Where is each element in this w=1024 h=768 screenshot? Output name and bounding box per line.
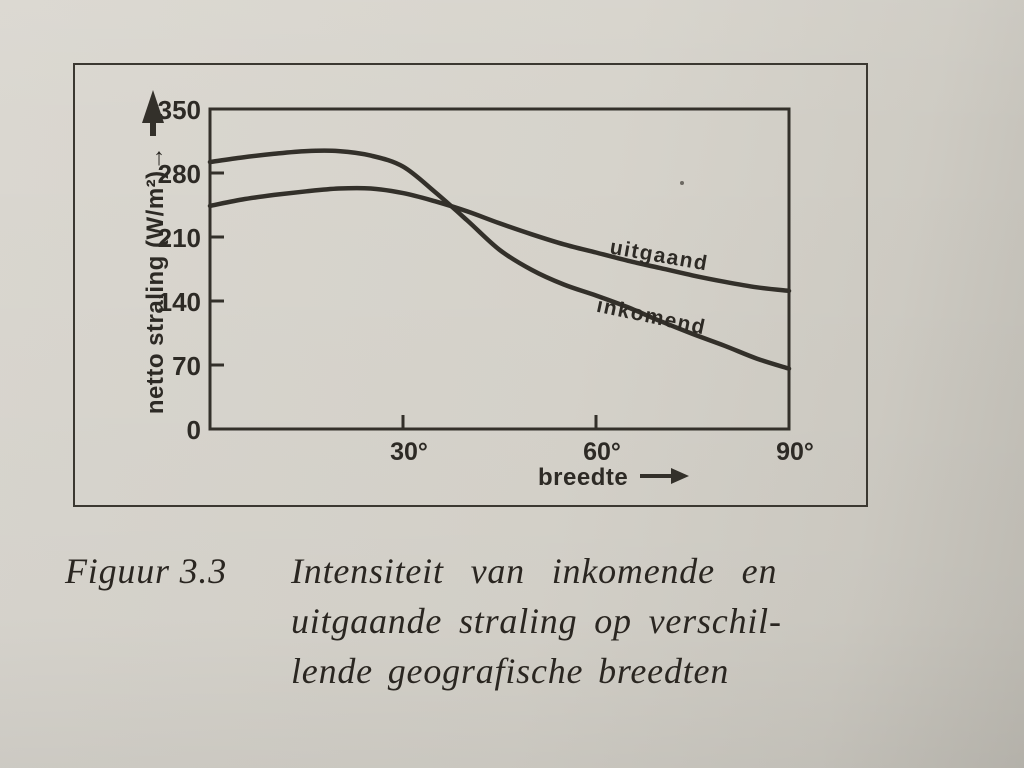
caption-line-2: uitgaande straling op verschil- [291,601,782,641]
plot-frame [208,107,791,431]
caption-line-1: Intensiteit van inkomende en [291,551,778,591]
curve-inkomend [207,148,792,371]
figure-number: Figuur 3.3 [65,551,228,591]
y-tick-label: 350 [158,95,201,125]
y-tick-label: 210 [158,223,201,253]
y-tick-label: 280 [158,159,201,189]
y-axis-label: netto straling (W/m²)→ [142,146,169,414]
scan-speck-dot [680,181,684,185]
x-tick-label: 90° [776,438,814,466]
x-axis-right-arrowhead-icon [671,468,689,484]
curve-uitgaand [207,185,792,294]
x-tick-label: 60° [583,438,621,466]
figure-frame: 0 70 140 210 280 350 30° 60° 90° inkomend uitgaand… [73,63,868,507]
x-tick-label: 30° [390,438,428,466]
y-axis-up-arrowhead-icon [142,90,164,123]
y-tick-label: 140 [158,287,201,317]
figure-caption: Figuur 3.3 Intensiteit van inkomende en … [65,546,782,696]
curve-label-inkomend: inkomend [595,294,709,340]
caption-line-3: lende geografische breedten [291,651,730,691]
caption-text: Intensiteit van inkomende en uitgaande s… [291,546,782,696]
y-tick-label: 70 [172,351,201,381]
x-axis-label: breedte [538,464,628,491]
y-tick-label: 0 [187,415,201,445]
